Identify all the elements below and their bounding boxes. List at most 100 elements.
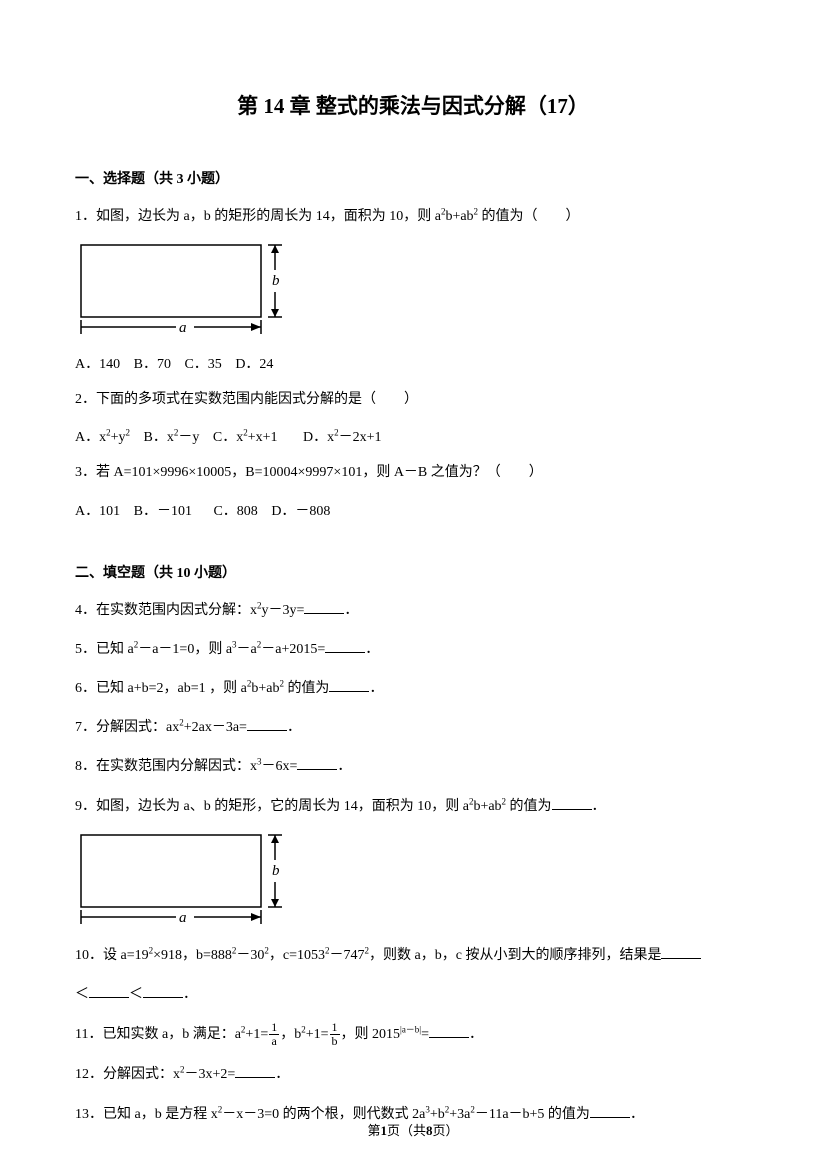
- question-1: 1．如图，边长为 a，b 的矩形的周长为 14，面积为 10，则 a2b+ab2…: [75, 204, 751, 229]
- question-3: 3．若 A=101×9996×10005，B=10004×9997×101，则 …: [75, 460, 751, 485]
- q11-m3: +1=: [306, 1027, 329, 1042]
- question-12: 12．分解因式：x2－3x+2=．: [75, 1062, 751, 1087]
- q11-exp: |a－b|: [400, 1024, 421, 1034]
- blank: [329, 678, 369, 692]
- q7-post: +2ax－3a=: [184, 720, 247, 735]
- q8-end: ．: [337, 759, 351, 774]
- svg-text:a: a: [179, 320, 187, 336]
- sup-2: 2: [474, 206, 479, 216]
- q7-end: ．: [287, 720, 301, 735]
- q1-stem-post: 的值为（ ）: [482, 209, 580, 224]
- q5-post: －a+2015=: [261, 642, 325, 657]
- q1-opt-d: D．24: [235, 353, 273, 373]
- q2c-pre: C．x: [213, 430, 243, 445]
- q2-opt-c: C．x2+x+1: [213, 426, 278, 446]
- question-6: 6．已知 a+b=2，ab=1 ，则 a2b+ab2 的值为．: [75, 676, 751, 701]
- q11-m4: ，则 2015: [341, 1027, 401, 1042]
- q2-opt-b: B．x2－y: [144, 426, 200, 446]
- q11-post: =: [421, 1027, 429, 1042]
- q8-post: －6x=: [262, 759, 298, 774]
- section-2-header: 二、填空题（共 10 小题）: [75, 562, 751, 582]
- q9-mid: b+ab: [473, 799, 501, 814]
- svg-text:b: b: [272, 273, 280, 289]
- q2b-post: －y: [178, 430, 199, 445]
- blank: [247, 717, 287, 731]
- svg-text:b: b: [272, 863, 280, 879]
- question-7: 7．分解因式：ax2+2ax－3a=．: [75, 715, 751, 740]
- q10-m3: ，c=1053: [269, 948, 325, 963]
- q10-post: ，则数 a，b，c 按从小到大的顺序排列，结果是: [369, 948, 661, 963]
- q7-pre: 7．分解因式：ax: [75, 720, 179, 735]
- blank: [661, 945, 701, 959]
- q2a-pre: A．x: [75, 430, 106, 445]
- q1-opt-c: C．35: [184, 353, 221, 373]
- q1-stem-pre: 1．如图，边长为 a，b 的矩形的周长为 14，面积为 10，则 a: [75, 209, 441, 224]
- question-10-line2: ＜ ＜ ．: [75, 982, 751, 1007]
- q10-l2a: ＜: [75, 987, 89, 1002]
- question-4: 4．在实数范围内因式分解：x2y－3y=．: [75, 598, 751, 623]
- blank: [552, 796, 592, 810]
- fraction: 1a: [269, 1021, 279, 1048]
- q9-pre: 9．如图，边长为 a、b 的矩形，它的周长为 14，面积为 10，则 a: [75, 799, 469, 814]
- q12-end: ．: [275, 1067, 289, 1082]
- q4-end: ．: [344, 603, 358, 618]
- question-9: 9．如图，边长为 a、b 的矩形，它的周长为 14，面积为 10，则 a2b+a…: [75, 794, 751, 819]
- q2-opt-a: A．x2+y2: [75, 426, 130, 446]
- q12-post: －3x+2=: [185, 1067, 236, 1082]
- q2b-pre: B．x: [144, 430, 174, 445]
- q4-pre: 4．在实数范围内因式分解：x: [75, 603, 257, 618]
- q2-opt-d: D．x2－2x+1: [303, 426, 382, 446]
- q9-figure: b a: [79, 833, 751, 933]
- q3-opt-c: C．808: [213, 500, 257, 520]
- footer-mid: 页（共: [387, 1123, 426, 1138]
- q6-end: ．: [369, 681, 383, 696]
- q11-pre: 11．已知实数 a，b 满足：a: [75, 1027, 241, 1042]
- q6-pre: 6．已知 a+b=2，ab=1 ，则 a: [75, 681, 247, 696]
- question-2: 2．下面的多项式在实数范围内能因式分解的是（ ）: [75, 387, 751, 412]
- q10-l2b: ＜: [129, 987, 143, 1002]
- q1-options: A．140 B．70 C．35 D．24: [75, 353, 751, 373]
- fraction: 1b: [330, 1021, 340, 1048]
- sup-2: 2: [441, 206, 446, 216]
- page-title: 第 14 章 整式的乘法与因式分解（17）: [75, 90, 751, 120]
- blank: [89, 984, 129, 998]
- q3-opt-b: B．－101: [134, 500, 192, 520]
- q10-m1: ×918，b=888: [153, 948, 232, 963]
- q2c-post: +x+1: [248, 430, 278, 445]
- q3-opt-a: A．101: [75, 500, 120, 520]
- q3-options: A．101 B．－101 C．808 D．－808: [75, 500, 751, 520]
- page-footer: 第1页（共8页）: [0, 1120, 826, 1139]
- q1-figure: b a: [79, 243, 751, 343]
- svg-text:a: a: [179, 910, 187, 926]
- question-10: 10．设 a=192×918，b=8882－302，c=10532－7472，则…: [75, 943, 751, 968]
- q9-post: 的值为: [506, 799, 552, 814]
- q3-opt-d: D．－808: [271, 500, 330, 520]
- q11-end: ．: [469, 1027, 483, 1042]
- q8-pre: 8．在实数范围内分解因式：x: [75, 759, 257, 774]
- q5-m2: －a: [237, 642, 257, 657]
- blank: [235, 1064, 275, 1078]
- q11-m2: ，b: [280, 1027, 301, 1042]
- q10-pre: 10．设 a=19: [75, 948, 149, 963]
- q10-end: ．: [183, 987, 197, 1002]
- q9-end: ．: [592, 799, 606, 814]
- section-1-header: 一、选择题（共 3 小题）: [75, 168, 751, 188]
- q6-mid: b+ab: [251, 681, 279, 696]
- question-8: 8．在实数范围内分解因式：x3－6x=．: [75, 754, 751, 779]
- q1-opt-b: B．70: [134, 353, 171, 373]
- q2a-post: +y: [111, 430, 126, 445]
- q5-m1: －a－1=0，则 a: [138, 642, 232, 657]
- q2d-pre: D．x: [303, 430, 334, 445]
- blank: [143, 984, 183, 998]
- question-11: 11．已知实数 a，b 满足：a2+1=1a，b2+1=1b，则 2015|a－…: [75, 1021, 751, 1048]
- q2-options: A．x2+y2 B．x2－y C．x2+x+1 D．x2－2x+1: [75, 426, 751, 446]
- blank: [429, 1024, 469, 1038]
- q11-m1: +1=: [245, 1027, 268, 1042]
- question-5: 5．已知 a2－a－1=0，则 a3－a2－a+2015=．: [75, 637, 751, 662]
- q2d-post: －2x+1: [339, 430, 382, 445]
- q6-post: 的值为: [284, 681, 330, 696]
- footer-pre: 第: [367, 1123, 380, 1138]
- blank: [590, 1104, 630, 1118]
- q5-pre: 5．已知 a: [75, 642, 134, 657]
- q12-pre: 12．分解因式：x: [75, 1067, 180, 1082]
